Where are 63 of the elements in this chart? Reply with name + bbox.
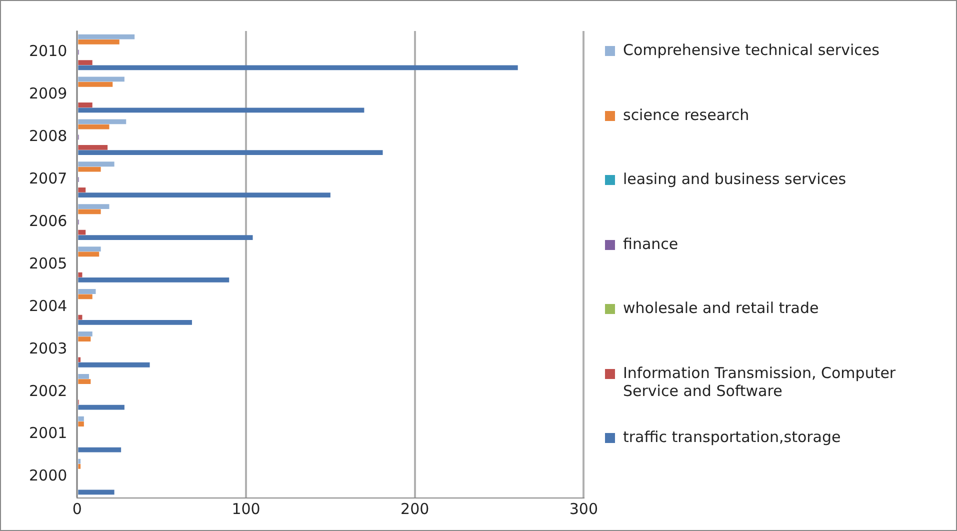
bar xyxy=(78,379,91,384)
bar xyxy=(78,39,120,44)
legend-label: wholesale and retail trade xyxy=(623,299,819,317)
y-tick-label: 2002 xyxy=(28,382,68,400)
y-tick-label: 2010 xyxy=(28,42,68,60)
y-tick-label: 2005 xyxy=(28,254,68,272)
x-tick-label: 0 xyxy=(72,500,82,518)
bar xyxy=(78,34,135,40)
bar xyxy=(78,230,86,235)
bar xyxy=(78,235,253,240)
legend-label: leasing and business services xyxy=(623,170,846,188)
y-tick-label: 2007 xyxy=(28,169,68,188)
y-tick-label: 2001 xyxy=(28,424,68,442)
y-tick-label: 2008 xyxy=(28,127,68,146)
bar xyxy=(78,404,124,410)
bar xyxy=(78,204,110,210)
y-tick-label: 2006 xyxy=(28,212,68,230)
bar xyxy=(78,336,91,342)
legend-label: traffic transportation,storage xyxy=(623,428,841,446)
bar xyxy=(78,278,230,282)
bar xyxy=(78,374,89,379)
bar xyxy=(78,65,518,70)
bar xyxy=(78,422,84,426)
bar xyxy=(78,490,114,495)
bar xyxy=(78,458,81,464)
bar xyxy=(78,166,101,172)
bar xyxy=(78,209,101,214)
legend-label: Information Transmission, Computer Service and Software xyxy=(623,364,897,400)
bar xyxy=(78,246,101,252)
y-tick-label: 2009 xyxy=(28,84,68,103)
bar xyxy=(78,464,81,469)
bar xyxy=(78,447,122,452)
x-tick-label: 100 xyxy=(232,500,260,518)
bar xyxy=(78,124,110,130)
bar xyxy=(78,294,92,300)
legend-label: finance xyxy=(623,234,678,252)
legend-label: science research xyxy=(623,106,750,124)
bar xyxy=(78,145,108,150)
bar xyxy=(78,416,84,422)
bar xyxy=(78,320,192,325)
bar xyxy=(78,357,81,362)
bar xyxy=(78,119,126,124)
bar xyxy=(78,314,82,320)
bar xyxy=(78,362,150,368)
bar xyxy=(78,150,383,156)
bar xyxy=(78,162,114,167)
bar xyxy=(78,76,124,82)
bar xyxy=(78,60,92,65)
bar xyxy=(78,331,92,336)
bar xyxy=(78,102,92,108)
bar xyxy=(78,82,113,87)
bar xyxy=(78,252,100,257)
x-tick-label: 200 xyxy=(400,500,430,518)
x-tick-label: 300 xyxy=(569,500,598,518)
y-tick-label: 2003 xyxy=(28,339,68,358)
bar xyxy=(78,289,96,294)
legend-label: Comprehensive technical services xyxy=(623,41,880,59)
bar xyxy=(78,272,82,278)
bar xyxy=(78,108,364,113)
y-tick-label: 2004 xyxy=(28,296,68,315)
bar xyxy=(78,187,86,192)
bar xyxy=(78,192,330,198)
y-tick-label: 2000 xyxy=(28,466,68,485)
